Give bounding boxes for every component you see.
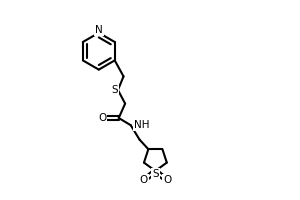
Text: S: S (112, 85, 118, 95)
Text: S: S (152, 169, 159, 179)
Text: O: O (98, 113, 106, 123)
Text: NH: NH (134, 120, 149, 130)
Text: O: O (140, 175, 148, 185)
Text: N: N (95, 25, 103, 35)
Text: O: O (163, 175, 171, 185)
